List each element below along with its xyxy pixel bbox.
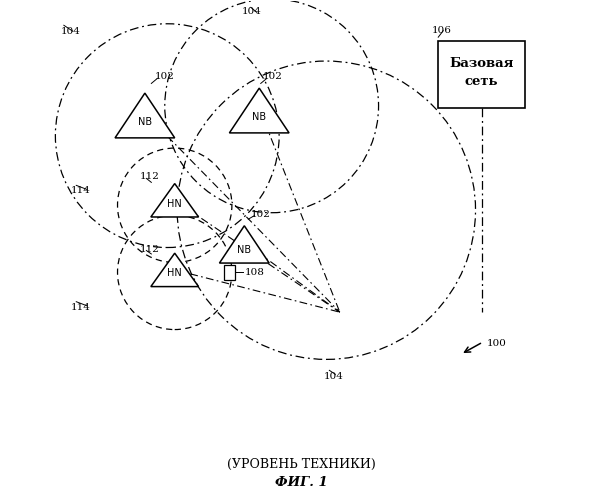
Text: 112: 112 bbox=[140, 172, 160, 181]
Text: NB: NB bbox=[237, 245, 251, 255]
Text: 114: 114 bbox=[71, 186, 90, 195]
Text: HN: HN bbox=[168, 199, 182, 209]
Text: 112: 112 bbox=[140, 244, 160, 254]
Polygon shape bbox=[151, 184, 198, 217]
Text: NB: NB bbox=[138, 117, 152, 127]
Polygon shape bbox=[151, 253, 198, 286]
Text: 104: 104 bbox=[242, 7, 262, 16]
Polygon shape bbox=[229, 88, 289, 133]
Bar bbox=[224, 265, 235, 280]
Text: 102: 102 bbox=[155, 72, 175, 82]
Text: 104: 104 bbox=[324, 372, 344, 382]
Text: 102: 102 bbox=[263, 72, 283, 82]
Text: 108: 108 bbox=[244, 268, 264, 277]
Text: 100: 100 bbox=[487, 339, 507, 348]
Polygon shape bbox=[115, 93, 175, 138]
Text: 106: 106 bbox=[432, 26, 452, 35]
Text: ФИГ. 1: ФИГ. 1 bbox=[275, 476, 328, 489]
Text: HN: HN bbox=[168, 268, 182, 278]
Text: (УРОВЕНЬ ТЕХНИКИ): (УРОВЕНЬ ТЕХНИКИ) bbox=[227, 458, 376, 471]
Text: 114: 114 bbox=[71, 302, 90, 312]
Text: Базовая
сеть: Базовая сеть bbox=[450, 56, 514, 88]
Text: 104: 104 bbox=[60, 26, 80, 36]
Polygon shape bbox=[219, 226, 269, 263]
Text: NB: NB bbox=[252, 112, 267, 122]
Bar bbox=[438, 41, 525, 108]
Text: 102: 102 bbox=[251, 210, 271, 218]
